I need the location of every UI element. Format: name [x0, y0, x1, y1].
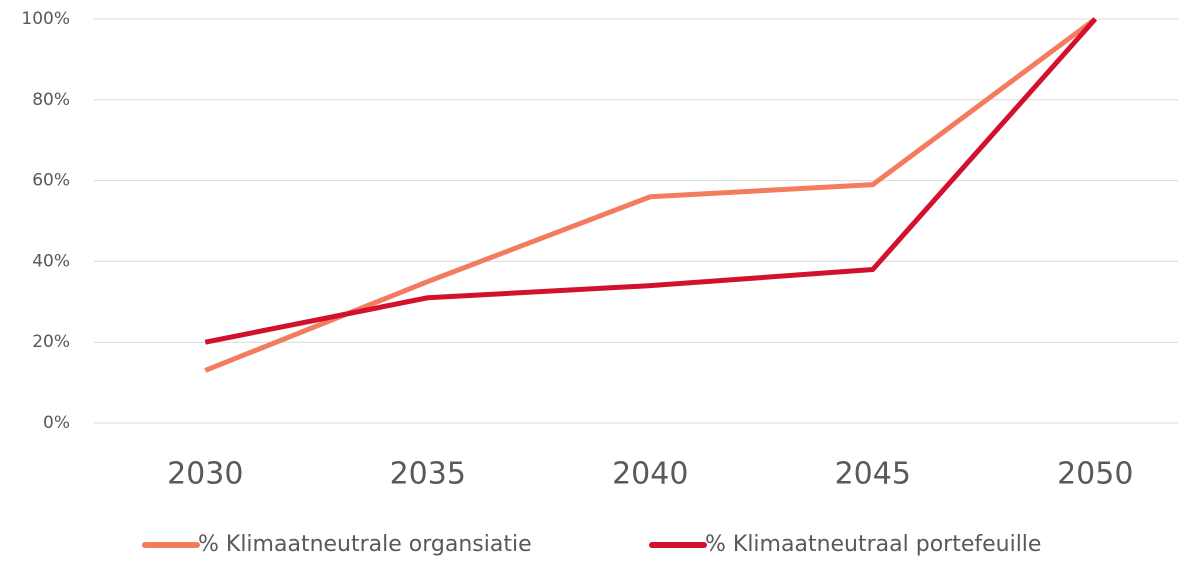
legend-label: % Klimaatneutraal portefeuille: [705, 532, 1041, 557]
legend-label: % Klimaatneutrale organsiatie: [198, 532, 532, 557]
x-tick-label: 2030: [167, 457, 243, 492]
x-tick-label: 2050: [1057, 457, 1133, 492]
x-tick-label: 2045: [835, 457, 911, 492]
y-tick-label: 20%: [32, 332, 70, 352]
y-tick-label: 60%: [32, 171, 70, 191]
y-tick-label: 0%: [43, 413, 70, 433]
x-tick-label: 2040: [612, 457, 688, 492]
y-tick-label: 80%: [32, 90, 70, 110]
x-tick-label: 2035: [390, 457, 466, 492]
y-tick-label: 100%: [21, 9, 70, 29]
y-tick-label: 40%: [32, 251, 70, 271]
series-line: [204, 17, 1098, 345]
